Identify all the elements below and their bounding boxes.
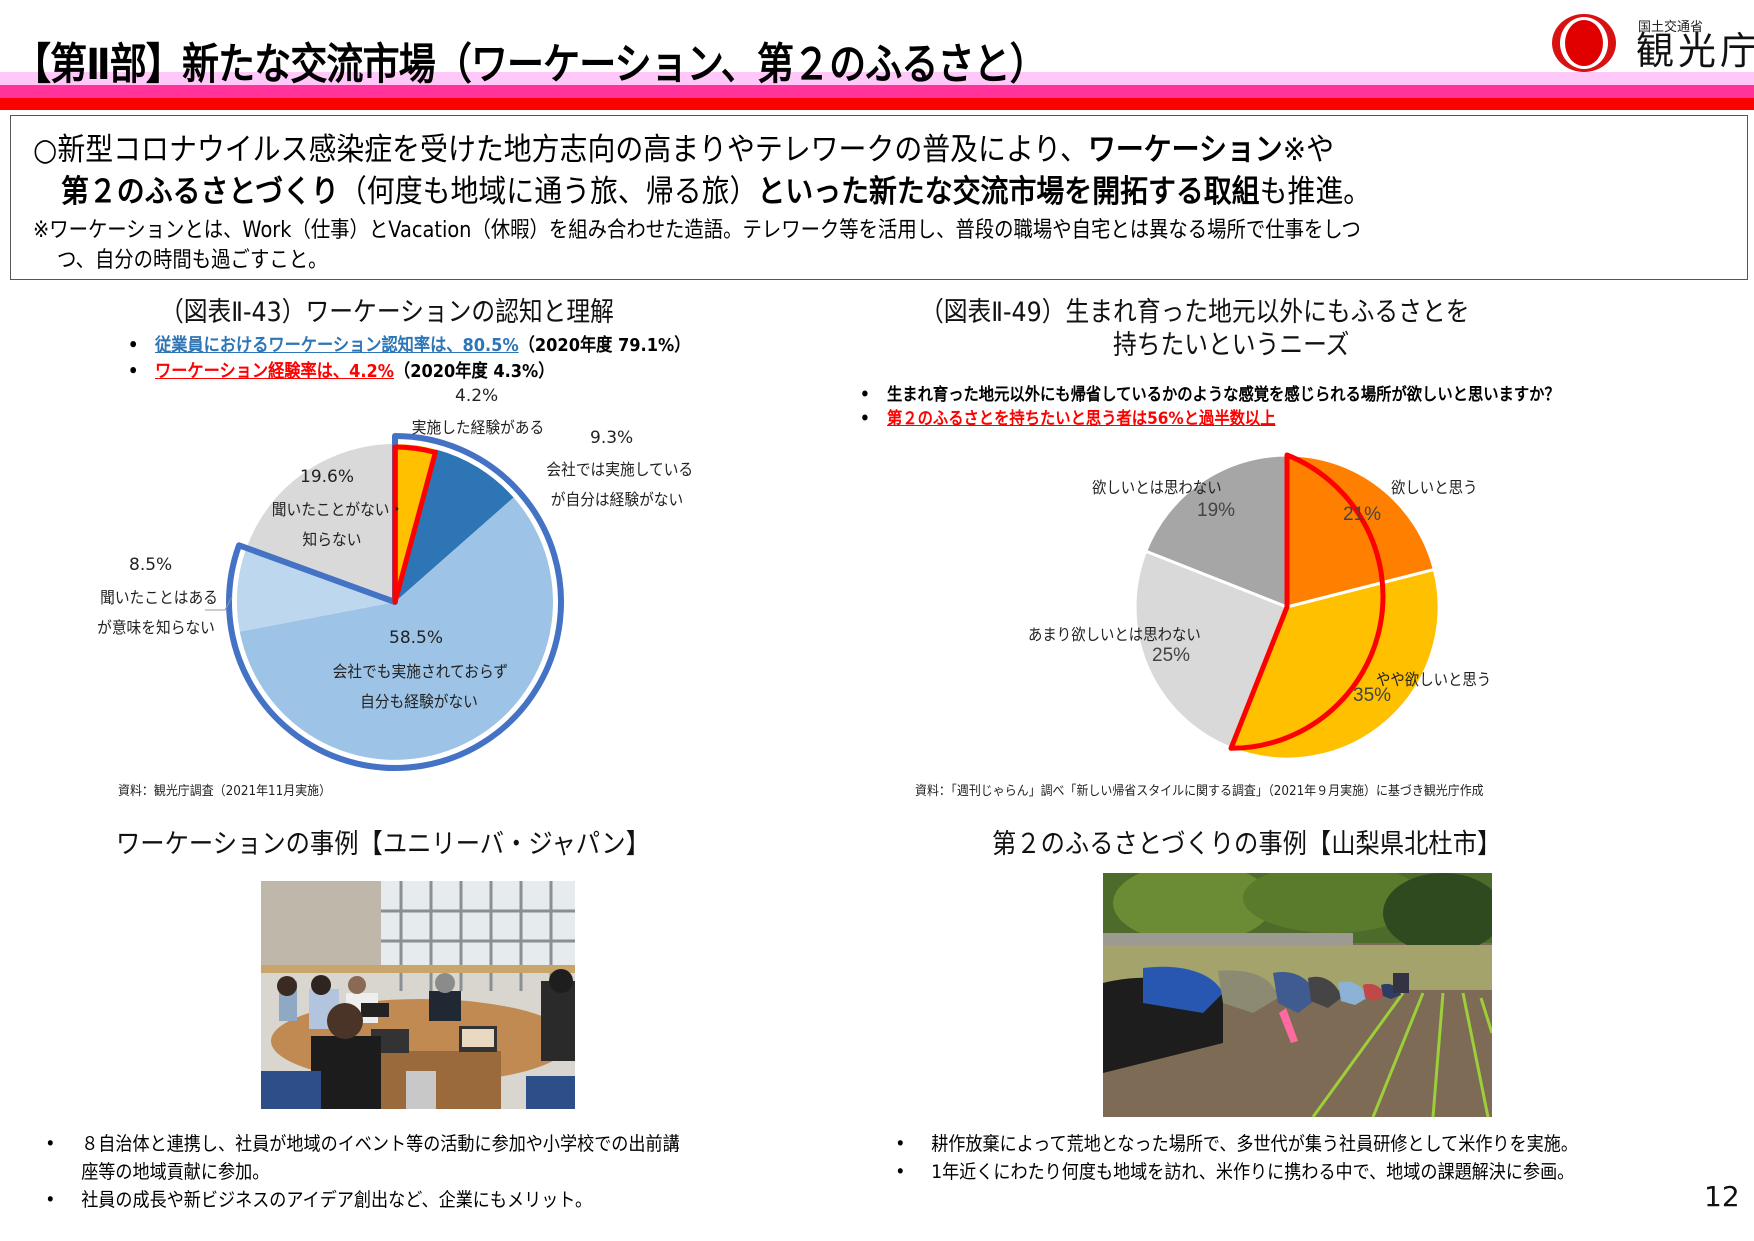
page-number: 12	[1704, 1180, 1740, 1213]
left-pie-label-company-only-1: 会社では実施している	[546, 460, 694, 479]
pie-segment-somewhat-want	[1229, 567, 1441, 761]
summary-text: ○新型コロナウイルス感染症を受けた地方志向の高まりやテレワークの普及により、	[33, 132, 1088, 168]
right-pie-label-want: 欲しいと思う	[1391, 478, 1478, 497]
awareness-highlight-outline	[226, 433, 564, 771]
right-pie-label-do-not-want: 欲しいとは思わない	[1092, 478, 1222, 497]
bullet-text: 耕作放棄によって荒地となった場所で、多世代が集う社員研修として米作りを実施。	[931, 1133, 1578, 1155]
summary-note-line-2: つ、自分の時間も過ごすこと。	[57, 248, 328, 273]
right-case-bullets: • 耕作放棄によって荒地となった場所で、多世代が集う社員研修として米作りを実施。…	[888, 1130, 1578, 1186]
left-pie-label-no-experience-2: 自分も経験がない	[360, 692, 478, 711]
left-pie-pct-no-experience: 58.5%	[389, 628, 444, 648]
awareness-rate-text: 従業員におけるワーケーション認知率は、80.5%	[155, 335, 519, 356]
unilever-workation-photo	[261, 881, 575, 1109]
left-case-bullet-1-cont: 座等の地域貢献に参加。	[81, 1161, 270, 1183]
left-figure-bullet-2: • ワーケーション経験率は、4.2%（2020年度 4.3%）	[128, 357, 554, 383]
left-pie-label-no-experience-1: 会社でも実施されておらず	[332, 662, 509, 681]
previous-year-text: （2020年度 79.1%）	[518, 335, 691, 356]
agency-logo: 国土交通省 観光庁	[1552, 12, 1754, 73]
survey-result-text: 第２のふるさとを持ちたいと思う者は56%と過半数以上	[887, 409, 1276, 429]
right-case-bullet-2: • 1年近くにわたり何度も地域を訪れ、米作りに携わる中で、地域の課題解決に参画。	[888, 1158, 1578, 1186]
left-pie-label-heard-1: 聞いたことはある	[100, 588, 218, 607]
right-pie-pct-not-really: 25%	[1152, 645, 1191, 666]
right-pie-chart	[1133, 452, 1441, 761]
summary-line-2: 第２のふるさとづくり（何度も地域に通う旅、帰る旅）といった新たな交流市場を開拓す…	[61, 166, 1371, 211]
hokuto-rice-planting-photo	[1103, 873, 1492, 1117]
bullet-icon: •	[895, 1133, 906, 1155]
right-case-title: 第２のふるさとづくりの事例【山梨県北杜市】	[992, 829, 1502, 860]
right-pie-pct-do-not-want: 19%	[1197, 500, 1236, 521]
left-figure-bullet-1: • 従業員におけるワーケーション認知率は、80.5%（2020年度 79.1%）	[128, 331, 690, 357]
summary-emphasis: ワーケーション	[1087, 132, 1283, 168]
left-pie-chart	[205, 433, 564, 771]
summary-text: も推進。	[1259, 174, 1372, 210]
header-band-red	[0, 98, 1754, 110]
left-case-bullets: • ８自治体と連携し、社員が地域のイベント等の活動に参加や小学校での出前講 座等…	[38, 1130, 680, 1214]
left-pie-label-experienced: 実施した経験がある	[411, 418, 545, 437]
bullet-text: 社員の成長や新ビジネスのアイデア創出など、企業にもメリット。	[81, 1189, 593, 1211]
summary-note-line-1: ※ワーケーションとは、Work（仕事）とVacation（休暇）を組み合わせた造…	[33, 218, 1361, 243]
page-title: 【第Ⅱ部】新たな交流市場（ワーケーション、第２のふるさと）	[14, 40, 1047, 90]
bullet-icon: •	[45, 1133, 56, 1155]
right-figure-title-line-2: 持ちたいというニーズ	[1113, 330, 1350, 361]
right-pie-segments	[1133, 453, 1441, 761]
left-figure-title: （図表Ⅱ-43）ワーケーションの認知と理解	[160, 297, 614, 328]
office-meeting-image	[261, 881, 575, 1109]
left-case-bullet-1: • ８自治体と連携し、社員が地域のイベント等の活動に参加や小学校での出前講	[38, 1130, 680, 1158]
pie-segment-do-not-want	[1143, 453, 1289, 610]
right-figure-bullet-1: • 生まれ育った地元以外にも帰省しているかのような感覚を感じられる場所が欲しいと思…	[860, 380, 1560, 405]
left-pie-label-never-heard-2: 知らない	[302, 530, 362, 549]
leader-line	[205, 596, 233, 611]
right-figure-bullet-2: • 第２のふるさとを持ちたいと思う者は56%と過半数以上	[860, 404, 1276, 429]
right-pie-pct-somewhat-want: 35%	[1353, 685, 1392, 706]
left-pie-pct-experienced: 4.2%	[455, 386, 499, 406]
bullet-icon: •	[128, 335, 139, 356]
left-pie-pct-heard: 8.5%	[129, 555, 173, 575]
bullet-icon: •	[128, 361, 139, 382]
right-figure-title-line-1: （図表Ⅱ-49）生まれ育った地元以外にもふるさとを	[920, 297, 1470, 328]
bullet-text: 1年近くにわたり何度も地域を訪れ、米作りに携わる中で、地域の課題解決に参画。	[931, 1161, 1575, 1183]
right-figure-source: 資料：「週刊じゃらん」調べ「新しい帰省スタイルに関する調査」（2021年９月実施…	[915, 784, 1484, 799]
bullet-text: ８自治体と連携し、社員が地域のイベント等の活動に参加や小学校での出前講	[81, 1133, 680, 1155]
pie-segment-want	[1285, 453, 1437, 609]
summary-box: ○新型コロナウイルス感染症を受けた地方志向の高まりやテレワークの普及により、ワー…	[10, 115, 1748, 280]
previous-year-text: （2020年度 4.3%）	[394, 361, 555, 382]
bullet-icon: •	[895, 1161, 906, 1183]
japan-tourism-agency-logo-icon	[1552, 14, 1616, 72]
summary-line-1: ○新型コロナウイルス感染症を受けた地方志向の高まりやテレワークの普及により、ワー…	[33, 124, 1334, 169]
header-band-pink	[0, 85, 1754, 98]
rice-planting-image	[1103, 873, 1492, 1117]
right-case-bullet-1: • 耕作放棄によって荒地となった場所で、多世代が集う社員研修として米作りを実施。	[888, 1130, 1578, 1158]
left-case-title: ワーケーションの事例【ユニリーバ・ジャパン】	[116, 829, 650, 860]
pie-segment-company-only	[395, 449, 514, 602]
left-pie-pct-company-only: 9.3%	[590, 428, 634, 448]
bullet-icon: •	[860, 385, 870, 405]
pie-segment-heard-not-understood	[236, 548, 395, 632]
right-pie-label-somewhat-want: やや欲しいと思う	[1376, 670, 1492, 689]
survey-question-text: 生まれ育った地元以外にも帰省しているかのような感覚を感じられる場所が欲しいと思い…	[887, 385, 1560, 405]
experience-rate-text: ワーケーション経験率は、4.2%	[155, 361, 395, 382]
experience-highlight-outline	[392, 444, 438, 605]
left-pie-label-never-heard-1: 聞いたことがない・	[271, 500, 405, 519]
pie-segment-no-experience	[239, 497, 553, 760]
left-case-bullet-2: • 社員の成長や新ビジネスのアイデア創出など、企業にもメリット。	[38, 1186, 680, 1214]
left-figure-source: 資料：観光庁調査（2021年11月実施）	[118, 784, 332, 799]
logo-ministry-name: 国土交通省	[1638, 20, 1704, 35]
left-pie-pct-never-heard: 19.6%	[300, 467, 355, 487]
left-pie-label-company-only-2: が自分は経験がない	[550, 490, 684, 509]
bullet-icon: •	[45, 1189, 56, 1211]
summary-emphasis: といった新たな交流市場を開拓する取組	[757, 174, 1260, 210]
right-pie-pct-want: 21%	[1343, 504, 1382, 525]
left-pie-label-heard-2: が意味を知らない	[97, 618, 215, 637]
pie-segment-never-heard	[246, 443, 395, 602]
summary-emphasis: 第２のふるさとづくり	[61, 174, 339, 210]
want-highlight-outline	[1228, 452, 1386, 751]
header-band-light-pink	[0, 72, 1754, 85]
right-pie-label-not-really: あまり欲しいとは思わない	[1028, 625, 1201, 644]
summary-text: ※や	[1282, 132, 1335, 168]
summary-text: （何度も地域に通う旅、帰る旅）	[338, 174, 758, 210]
logo-agency-name: 観光庁	[1636, 29, 1754, 73]
bullet-icon: •	[860, 409, 870, 429]
